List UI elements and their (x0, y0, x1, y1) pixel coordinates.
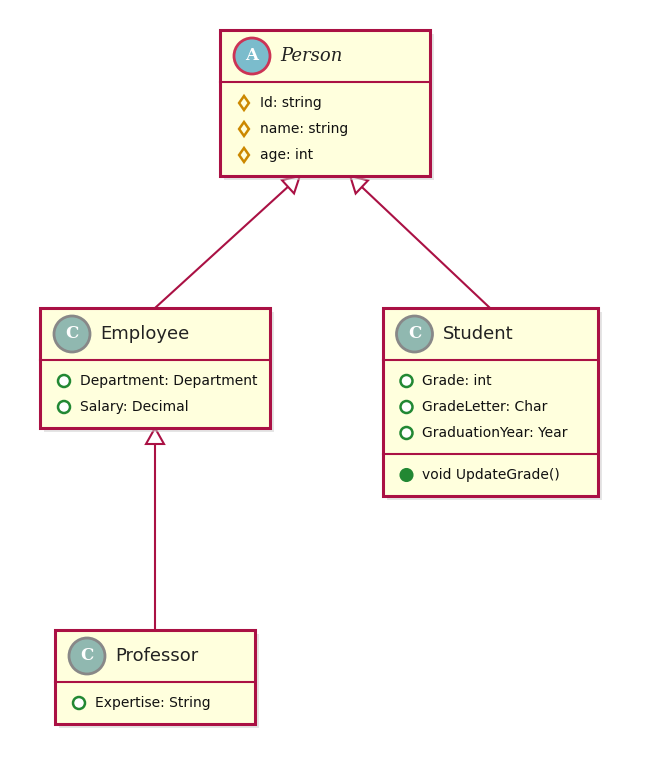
Polygon shape (350, 176, 368, 194)
Polygon shape (146, 428, 164, 444)
Circle shape (234, 38, 270, 74)
Bar (55, 630, 255, 724)
Text: GradeLetter: Char: GradeLetter: Char (422, 400, 548, 414)
Text: C: C (408, 326, 421, 343)
Bar (224, 34, 434, 180)
Circle shape (69, 638, 105, 674)
Text: Employee: Employee (100, 325, 189, 343)
Text: C: C (66, 326, 79, 343)
Circle shape (73, 697, 85, 709)
Circle shape (54, 316, 90, 352)
Circle shape (400, 401, 413, 413)
Text: age: int: age: int (260, 148, 313, 162)
Bar (59, 634, 259, 728)
Bar (44, 312, 274, 432)
Circle shape (400, 427, 413, 439)
Text: Grade: int: Grade: int (422, 374, 492, 388)
Polygon shape (282, 176, 300, 194)
Text: Salary: Decimal: Salary: Decimal (80, 400, 188, 414)
Bar (220, 30, 430, 176)
Text: name: string: name: string (260, 122, 348, 136)
Text: Student: Student (443, 325, 513, 343)
Text: Id: string: Id: string (260, 96, 322, 110)
Text: void UpdateGrade(): void UpdateGrade() (422, 468, 560, 482)
Text: GraduationYear: Year: GraduationYear: Year (422, 426, 568, 440)
Circle shape (58, 401, 70, 413)
Bar (382, 308, 597, 496)
Text: Professor: Professor (115, 647, 198, 665)
Bar (40, 308, 270, 428)
Text: Person: Person (280, 47, 343, 65)
Text: Expertise: String: Expertise: String (95, 696, 211, 710)
Bar (387, 312, 601, 500)
Circle shape (396, 316, 432, 352)
Circle shape (58, 375, 70, 387)
Circle shape (400, 469, 413, 481)
Text: C: C (81, 647, 94, 665)
Text: Department: Department: Department: Department (80, 374, 257, 388)
Circle shape (400, 375, 413, 387)
Text: A: A (246, 48, 259, 65)
